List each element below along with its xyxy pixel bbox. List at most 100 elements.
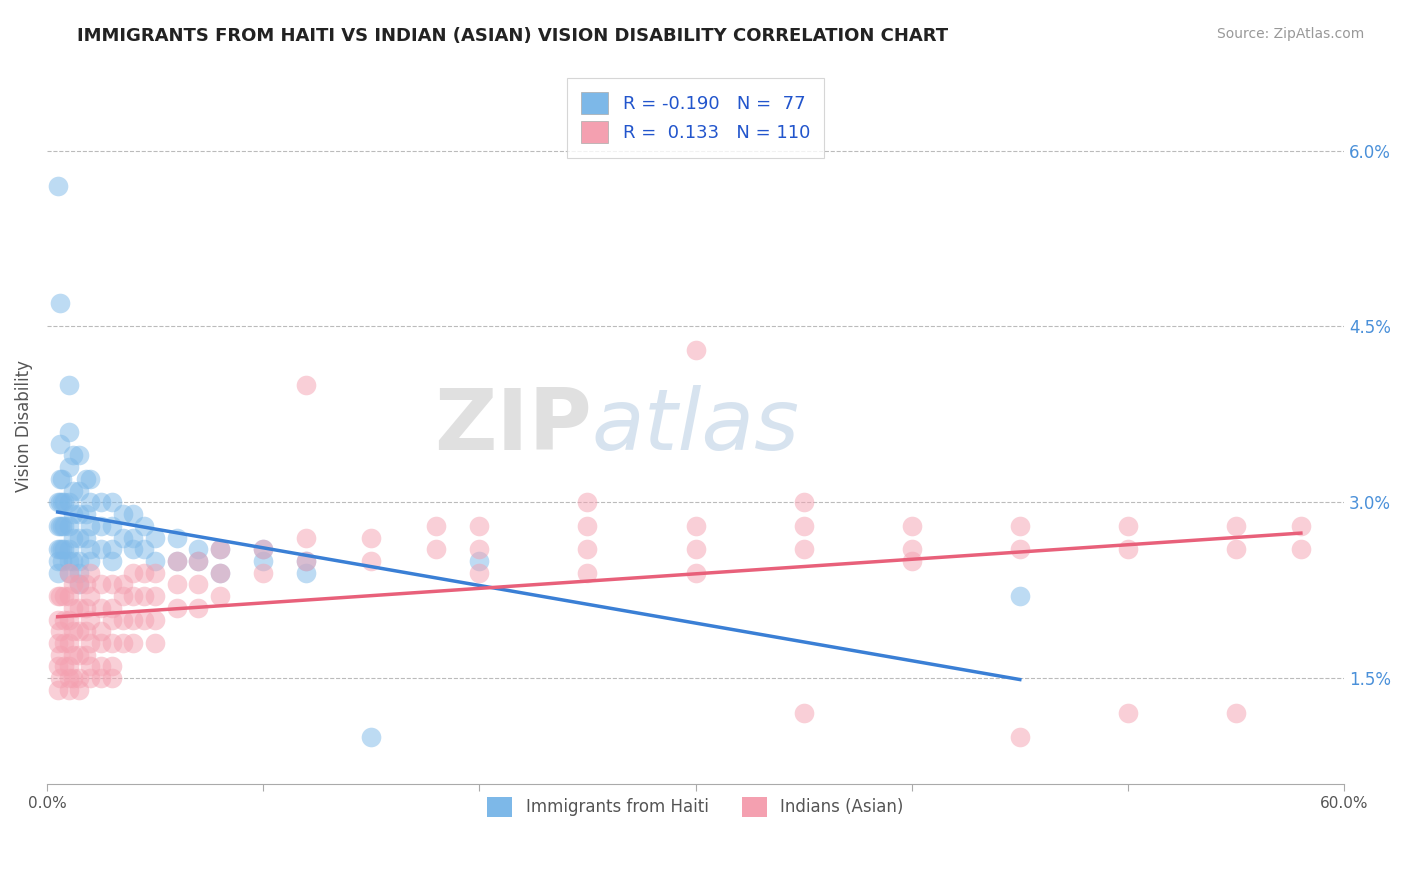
Point — [67, 483, 90, 498]
Point — [67, 566, 90, 580]
Point — [53, 589, 76, 603]
Point — [143, 531, 166, 545]
Point — [46, 554, 69, 568]
Point — [100, 671, 122, 685]
Point — [58, 659, 80, 673]
Point — [166, 577, 188, 591]
Point — [187, 577, 209, 591]
Point — [166, 554, 188, 568]
Point — [295, 554, 318, 568]
Point — [111, 589, 134, 603]
Point — [62, 507, 84, 521]
Point — [122, 531, 145, 545]
Point — [67, 671, 90, 685]
Point — [100, 577, 122, 591]
Point — [576, 566, 599, 580]
Point — [75, 577, 97, 591]
Point — [100, 518, 122, 533]
Point — [75, 507, 97, 521]
Point — [295, 554, 318, 568]
Point — [58, 425, 80, 439]
Point — [360, 554, 382, 568]
Point — [1225, 706, 1247, 721]
Point — [252, 554, 274, 568]
Point — [46, 589, 69, 603]
Point — [90, 600, 112, 615]
Point — [75, 648, 97, 662]
Point — [187, 554, 209, 568]
Point — [46, 518, 69, 533]
Point — [208, 566, 231, 580]
Point — [793, 518, 815, 533]
Point — [252, 542, 274, 557]
Point — [295, 531, 318, 545]
Point — [51, 554, 73, 568]
Point — [90, 624, 112, 639]
Point — [62, 648, 84, 662]
Point — [62, 554, 84, 568]
Point — [100, 659, 122, 673]
Point — [1008, 589, 1031, 603]
Point — [90, 659, 112, 673]
Point — [58, 671, 80, 685]
Point — [53, 636, 76, 650]
Point — [134, 566, 156, 580]
Point — [425, 518, 447, 533]
Point — [166, 531, 188, 545]
Point — [900, 554, 922, 568]
Point — [143, 566, 166, 580]
Point — [1225, 542, 1247, 557]
Point — [90, 542, 112, 557]
Point — [79, 518, 101, 533]
Point — [1289, 542, 1312, 557]
Point — [53, 659, 76, 673]
Point — [49, 648, 72, 662]
Point — [100, 554, 122, 568]
Point — [46, 495, 69, 509]
Point — [122, 542, 145, 557]
Point — [208, 542, 231, 557]
Point — [208, 566, 231, 580]
Point — [468, 554, 491, 568]
Point — [100, 613, 122, 627]
Point — [46, 613, 69, 627]
Text: ZIP: ZIP — [434, 384, 592, 467]
Point — [134, 613, 156, 627]
Point — [685, 518, 707, 533]
Point — [62, 600, 84, 615]
Point — [1289, 518, 1312, 533]
Point — [1225, 518, 1247, 533]
Point — [1008, 518, 1031, 533]
Point — [187, 542, 209, 557]
Point — [79, 636, 101, 650]
Point — [187, 554, 209, 568]
Point — [62, 531, 84, 545]
Point — [1116, 518, 1139, 533]
Point — [122, 636, 145, 650]
Point — [134, 518, 156, 533]
Point — [46, 542, 69, 557]
Point — [468, 518, 491, 533]
Point — [53, 518, 76, 533]
Point — [58, 589, 80, 603]
Point — [166, 600, 188, 615]
Point — [58, 542, 80, 557]
Point — [90, 636, 112, 650]
Point — [111, 531, 134, 545]
Point — [111, 636, 134, 650]
Point — [58, 566, 80, 580]
Point — [793, 542, 815, 557]
Point — [360, 730, 382, 744]
Point — [67, 577, 90, 591]
Point — [100, 636, 122, 650]
Point — [58, 613, 80, 627]
Point — [134, 542, 156, 557]
Point — [468, 542, 491, 557]
Point — [1008, 730, 1031, 744]
Point — [468, 566, 491, 580]
Point — [51, 495, 73, 509]
Point — [360, 531, 382, 545]
Y-axis label: Vision Disability: Vision Disability — [15, 360, 32, 492]
Point — [49, 542, 72, 557]
Point — [58, 554, 80, 568]
